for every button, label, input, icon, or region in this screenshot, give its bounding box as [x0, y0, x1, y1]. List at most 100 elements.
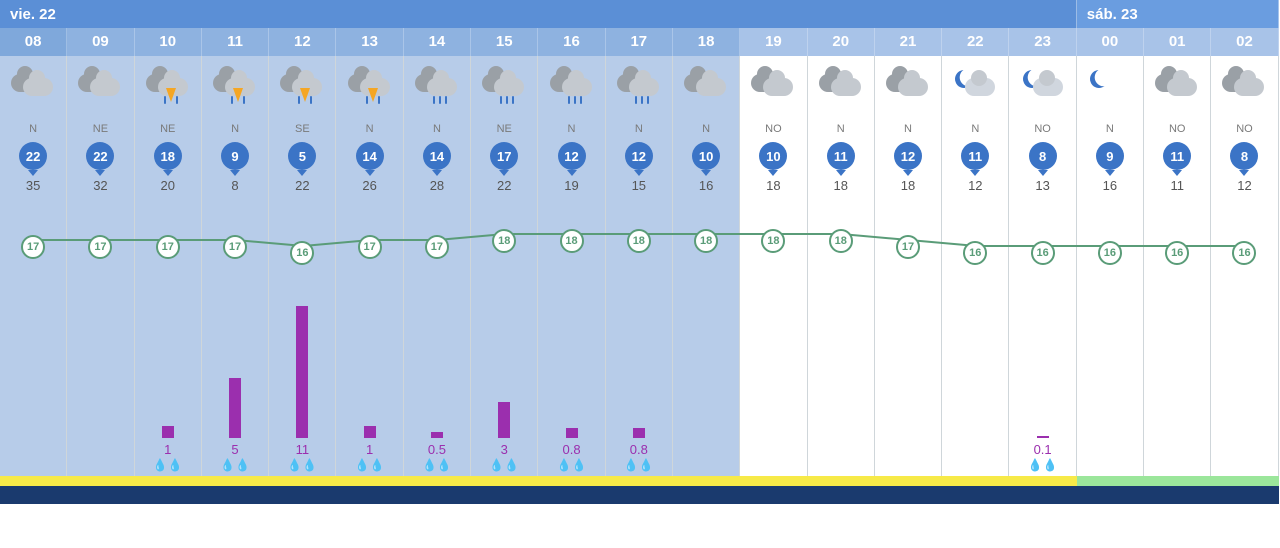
footer-cell: [67, 486, 134, 504]
hour-header[interactable]: 22: [942, 28, 1009, 56]
hour-column[interactable]: NE223217..: [67, 56, 134, 476]
hour-column[interactable]: NO101818..: [740, 56, 807, 476]
hour-header[interactable]: 00: [1077, 28, 1144, 56]
wind-gust: 32: [93, 178, 107, 196]
hour-column[interactable]: NE1820171💧💧: [135, 56, 202, 476]
footer-cell: [1009, 486, 1076, 504]
hour-column[interactable]: N1428170.5💧💧: [404, 56, 471, 476]
hour-header[interactable]: 11: [202, 28, 269, 56]
precip-bar: [566, 428, 578, 438]
hour-header[interactable]: 18: [673, 28, 740, 56]
cloudy-icon: [682, 68, 730, 108]
night-cloud-icon: [951, 68, 999, 108]
temp-zone: 16: [1077, 196, 1143, 286]
temp-node: 18: [492, 229, 516, 253]
hour-column[interactable]: N111818..: [808, 56, 875, 476]
hour-header[interactable]: 09: [67, 28, 134, 56]
hour-header[interactable]: 13: [336, 28, 403, 56]
precip-bar: [1037, 436, 1049, 438]
footer-cell: [269, 486, 336, 504]
hour-column[interactable]: N1426171💧💧: [336, 56, 403, 476]
wind-gust: 18: [766, 178, 780, 196]
wind-gust: 11: [1170, 178, 1184, 196]
footer-cell: [1077, 486, 1144, 504]
hour-header[interactable]: 19: [740, 28, 807, 56]
precip-zone: 1💧💧: [336, 286, 402, 476]
precip-zone: ..: [1077, 286, 1143, 476]
temp-node: 18: [761, 229, 785, 253]
precip-zone: 1💧💧: [135, 286, 201, 476]
hour-column[interactable]: N111216..: [942, 56, 1009, 476]
hour-header[interactable]: 02: [1211, 28, 1278, 56]
hour-header[interactable]: 20: [808, 28, 875, 56]
precip-zone: ..: [0, 286, 66, 476]
precip-zone: ..: [1144, 286, 1210, 476]
wind-speed-badge: 12: [625, 142, 653, 170]
wind-speed-badge: 12: [558, 142, 586, 170]
cloudy-icon: [884, 68, 932, 108]
precip-zone: ..: [1211, 286, 1277, 476]
precip-value: 5: [231, 442, 238, 458]
precip-zone: ..: [67, 286, 133, 476]
hour-column[interactable]: N91616..: [1077, 56, 1144, 476]
wind-gust: 18: [833, 178, 847, 196]
wind-gust: 16: [699, 178, 713, 196]
temp-node: 17: [425, 235, 449, 259]
precip-zone: 0.8💧💧: [538, 286, 604, 476]
temp-zone: 17: [0, 196, 66, 286]
wind-direction: N: [231, 120, 239, 138]
hour-column[interactable]: SE5221611💧💧: [269, 56, 336, 476]
footer-cell: [202, 486, 269, 504]
temp-node: 16: [1165, 241, 1189, 265]
hour-header[interactable]: 15: [471, 28, 538, 56]
temp-zone: 17: [67, 196, 133, 286]
wind-speed-badge: 22: [86, 142, 114, 170]
weather-forecast-panel: vie. 22sáb. 23 0809101112131415161718192…: [0, 0, 1280, 548]
alert-cell: [740, 476, 807, 486]
hour-header[interactable]: 21: [875, 28, 942, 56]
wind-speed-badge: 8: [1029, 142, 1057, 170]
hour-header-row: 08091011121314151617181920212223000102: [0, 28, 1280, 56]
hour-column[interactable]: N1215180.8💧💧: [606, 56, 673, 476]
hour-column[interactable]: NO111116..: [1144, 56, 1211, 476]
alert-cell: [606, 476, 673, 486]
wind-speed-badge: 14: [356, 142, 384, 170]
hour-header[interactable]: 17: [606, 28, 673, 56]
hour-column[interactable]: NO813160.1💧💧: [1009, 56, 1076, 476]
footer-cell: [1211, 486, 1278, 504]
temp-zone: 16: [1211, 196, 1277, 286]
temp-node: 16: [1031, 241, 1055, 265]
raindrops-icon: 💧💧: [220, 458, 250, 476]
footer-cell: [875, 486, 942, 504]
temp-node: 16: [290, 241, 314, 265]
hour-header[interactable]: 12: [269, 28, 336, 56]
hour-header[interactable]: 10: [135, 28, 202, 56]
precip-zone: 11💧💧: [269, 286, 335, 476]
hour-column[interactable]: N101618..: [673, 56, 740, 476]
hour-header[interactable]: 01: [1144, 28, 1211, 56]
hour-header[interactable]: 14: [404, 28, 471, 56]
cloudy-icon: [1220, 68, 1268, 108]
wind-speed-badge: 12: [894, 142, 922, 170]
hour-header[interactable]: 23: [1009, 28, 1076, 56]
hour-column[interactable]: N98175💧💧: [202, 56, 269, 476]
hour-column[interactable]: N223517..: [0, 56, 67, 476]
precip-value: 0.8: [630, 442, 648, 458]
hour-header[interactable]: 16: [538, 28, 605, 56]
temp-node: 18: [694, 229, 718, 253]
alert-cell: [404, 476, 471, 486]
rain-icon: [480, 68, 528, 108]
hour-column[interactable]: N121817..: [875, 56, 942, 476]
hour-column[interactable]: NO81216..: [1211, 56, 1278, 476]
precip-zone: 0.8💧💧: [606, 286, 672, 476]
wind-direction: NO: [1236, 120, 1253, 138]
hour-column[interactable]: NE1722183💧💧: [471, 56, 538, 476]
precip-bar: [364, 426, 376, 438]
wind-direction: NO: [1169, 120, 1186, 138]
hour-header[interactable]: 08: [0, 28, 67, 56]
wind-gust: 18: [901, 178, 915, 196]
storm-icon: [211, 68, 259, 108]
precip-bar: [296, 306, 308, 438]
hour-column[interactable]: N1219180.8💧💧: [538, 56, 605, 476]
precip-value: 3: [501, 442, 508, 458]
